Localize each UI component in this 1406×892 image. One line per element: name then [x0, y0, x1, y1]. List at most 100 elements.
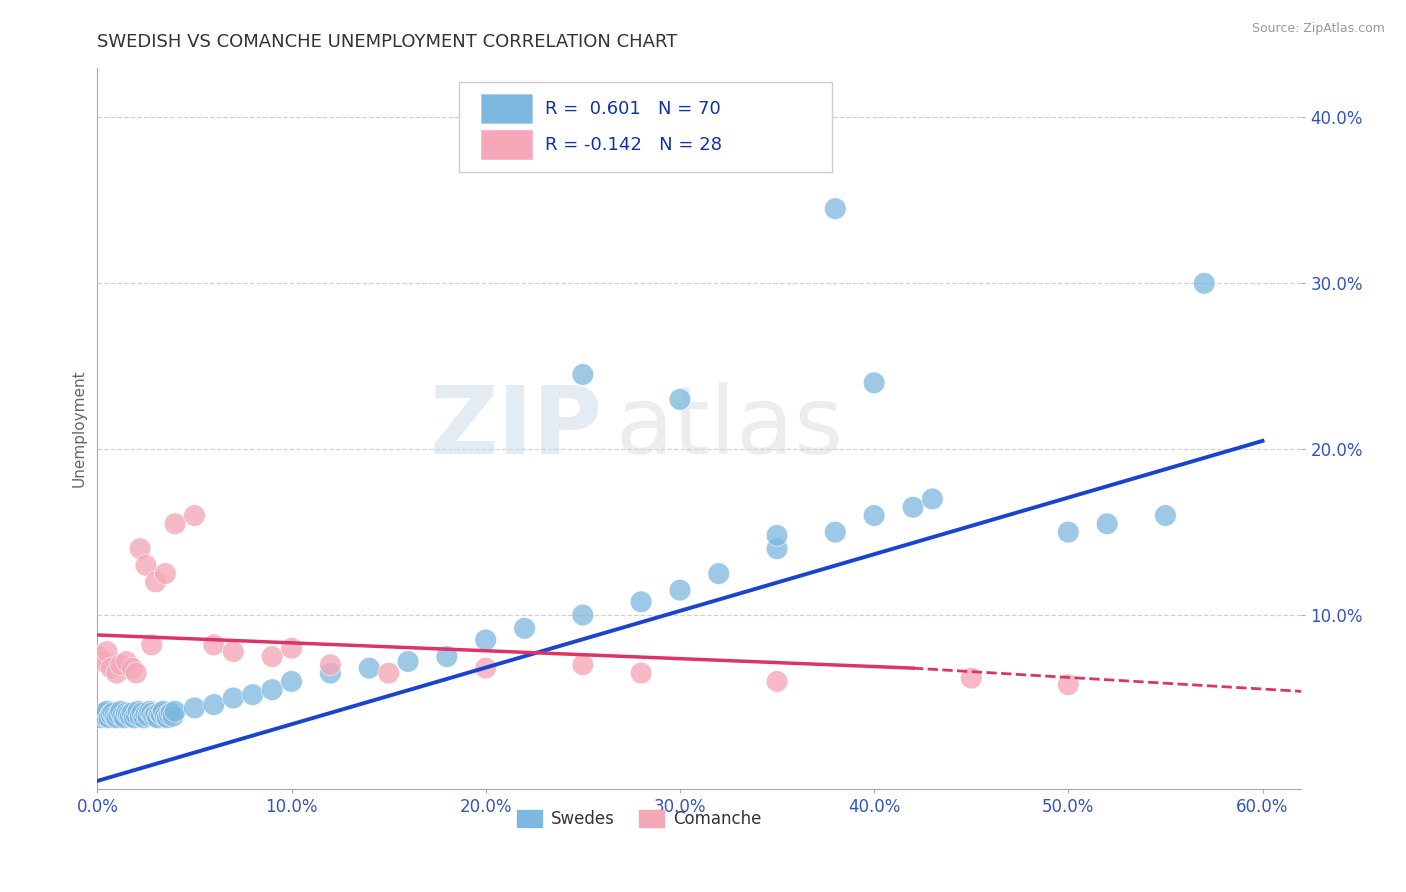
Ellipse shape: [139, 700, 160, 723]
Ellipse shape: [824, 521, 846, 543]
Text: R = -0.142   N = 28: R = -0.142 N = 28: [546, 136, 723, 154]
Ellipse shape: [152, 700, 174, 723]
Text: atlas: atlas: [614, 383, 844, 475]
Ellipse shape: [134, 707, 155, 729]
Ellipse shape: [184, 698, 205, 719]
Ellipse shape: [105, 707, 128, 729]
Ellipse shape: [111, 706, 134, 727]
Ellipse shape: [475, 629, 496, 651]
Ellipse shape: [222, 640, 245, 663]
Ellipse shape: [145, 571, 166, 592]
Ellipse shape: [110, 654, 132, 675]
Ellipse shape: [115, 702, 138, 723]
Ellipse shape: [1057, 673, 1080, 696]
Ellipse shape: [669, 389, 690, 410]
Ellipse shape: [156, 707, 179, 729]
Ellipse shape: [129, 706, 150, 727]
Ellipse shape: [93, 702, 114, 723]
Ellipse shape: [824, 198, 846, 219]
Ellipse shape: [145, 704, 166, 725]
Text: R =  0.601   N = 70: R = 0.601 N = 70: [546, 100, 721, 118]
Ellipse shape: [513, 617, 536, 640]
Ellipse shape: [669, 579, 690, 601]
Ellipse shape: [863, 505, 884, 526]
Ellipse shape: [184, 505, 205, 526]
Ellipse shape: [100, 704, 122, 725]
Ellipse shape: [766, 538, 787, 559]
Ellipse shape: [108, 704, 129, 725]
Ellipse shape: [121, 702, 143, 723]
Ellipse shape: [960, 667, 981, 689]
Ellipse shape: [572, 654, 593, 675]
Ellipse shape: [160, 702, 181, 723]
Ellipse shape: [766, 524, 787, 546]
Ellipse shape: [572, 604, 593, 626]
Ellipse shape: [155, 563, 176, 584]
Ellipse shape: [121, 657, 143, 679]
Ellipse shape: [630, 662, 652, 684]
Ellipse shape: [96, 640, 118, 663]
Text: SWEDISH VS COMANCHE UNEMPLOYMENT CORRELATION CHART: SWEDISH VS COMANCHE UNEMPLOYMENT CORRELA…: [97, 33, 678, 51]
Ellipse shape: [89, 707, 110, 729]
Ellipse shape: [319, 654, 342, 675]
Ellipse shape: [124, 707, 145, 729]
Ellipse shape: [94, 706, 115, 727]
Ellipse shape: [766, 671, 787, 692]
Ellipse shape: [135, 704, 156, 725]
Ellipse shape: [863, 372, 884, 393]
Ellipse shape: [162, 706, 184, 727]
Ellipse shape: [120, 706, 141, 727]
Ellipse shape: [398, 650, 419, 673]
Ellipse shape: [114, 707, 135, 729]
Ellipse shape: [136, 706, 159, 727]
Ellipse shape: [155, 706, 176, 727]
Ellipse shape: [475, 657, 496, 679]
Ellipse shape: [709, 563, 730, 584]
FancyBboxPatch shape: [458, 82, 832, 172]
Ellipse shape: [262, 679, 283, 700]
Ellipse shape: [1154, 505, 1177, 526]
Ellipse shape: [128, 700, 149, 723]
Ellipse shape: [89, 646, 110, 667]
Ellipse shape: [1097, 513, 1118, 534]
Ellipse shape: [105, 662, 128, 684]
Ellipse shape: [110, 700, 132, 723]
Ellipse shape: [131, 702, 153, 723]
Ellipse shape: [262, 646, 283, 667]
Text: ZIP: ZIP: [430, 383, 603, 475]
Ellipse shape: [281, 638, 302, 659]
Ellipse shape: [125, 662, 148, 684]
Ellipse shape: [104, 706, 125, 727]
FancyBboxPatch shape: [481, 130, 531, 160]
Ellipse shape: [165, 513, 186, 534]
Ellipse shape: [125, 704, 148, 725]
Ellipse shape: [572, 364, 593, 385]
Ellipse shape: [90, 704, 112, 725]
Ellipse shape: [150, 704, 173, 725]
Ellipse shape: [143, 706, 165, 727]
Y-axis label: Unemployment: Unemployment: [72, 369, 86, 487]
Ellipse shape: [202, 634, 225, 656]
Ellipse shape: [96, 700, 118, 723]
Ellipse shape: [202, 694, 225, 715]
Ellipse shape: [630, 591, 652, 613]
Ellipse shape: [129, 538, 150, 559]
Ellipse shape: [149, 702, 170, 723]
Ellipse shape: [118, 704, 139, 725]
Ellipse shape: [921, 488, 943, 509]
Ellipse shape: [222, 687, 245, 709]
Ellipse shape: [146, 707, 169, 729]
Ellipse shape: [903, 497, 924, 518]
Ellipse shape: [115, 650, 138, 673]
Legend: Swedes, Comanche: Swedes, Comanche: [510, 804, 768, 835]
Ellipse shape: [359, 657, 380, 679]
Ellipse shape: [242, 684, 263, 706]
Ellipse shape: [1057, 521, 1080, 543]
Text: Source: ZipAtlas.com: Source: ZipAtlas.com: [1251, 22, 1385, 36]
FancyBboxPatch shape: [481, 95, 531, 123]
Ellipse shape: [1194, 272, 1215, 294]
Ellipse shape: [100, 657, 122, 679]
Ellipse shape: [141, 634, 163, 656]
Ellipse shape: [135, 555, 156, 576]
Ellipse shape: [378, 662, 399, 684]
